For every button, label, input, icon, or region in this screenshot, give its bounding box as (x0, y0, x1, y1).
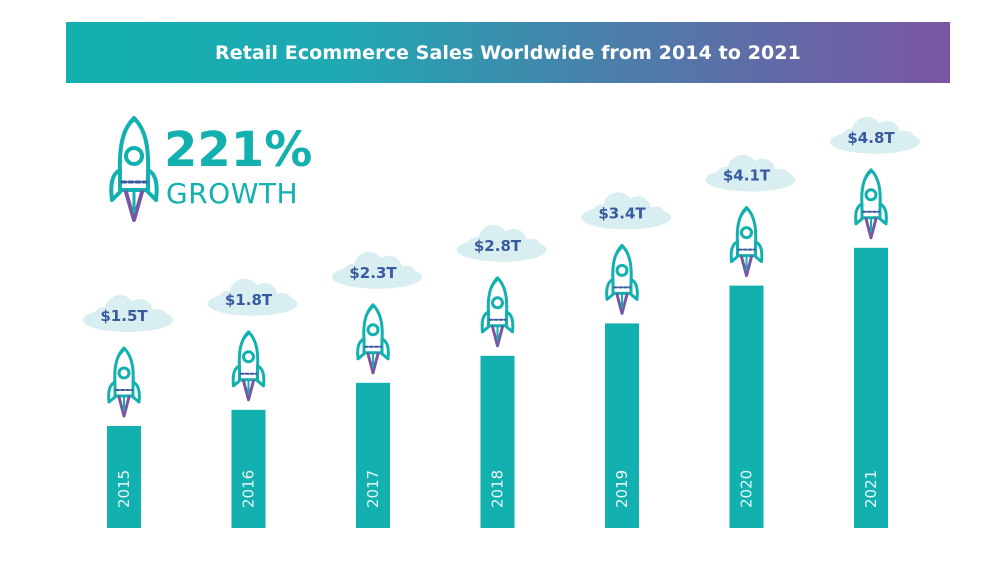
cloud-shape (705, 154, 796, 192)
rocket-icon (854, 168, 888, 240)
bar-2015 (107, 426, 141, 528)
cloud-shape (83, 295, 173, 332)
x-tick-label: 2016 (240, 470, 258, 508)
bar-2020 (729, 285, 764, 528)
data-label: $3.4T (598, 204, 646, 222)
rocket-icon (605, 243, 639, 315)
cloud-shape (207, 278, 298, 316)
x-tick-label: 2018 (489, 470, 507, 508)
growth-value: 221% (164, 122, 313, 178)
x-tick-label: 2020 (738, 470, 756, 508)
cloud-shape (830, 116, 920, 154)
chart-title: Retail Ecommerce Sales Worldwide from 20… (214, 41, 801, 64)
x-tick-label: 2017 (364, 470, 382, 508)
rocket-icon (109, 116, 159, 222)
data-label: $2.3T (349, 264, 397, 282)
bar-2017 (356, 382, 390, 528)
cloud-shape (332, 251, 422, 289)
bar-2019 (605, 323, 639, 528)
data-label: $2.8T (474, 237, 522, 255)
x-tick-label: 2021 (862, 470, 880, 508)
bar-2021 (854, 247, 888, 529)
rocket-icon (729, 206, 764, 278)
cloud-shape (456, 224, 547, 262)
data-label: $1.5T (100, 307, 148, 325)
rocket-icon (107, 346, 141, 418)
rocket-icon (231, 330, 266, 402)
x-tick-label: 2015 (115, 470, 133, 508)
growth-callout: 221% GROWTH (106, 112, 312, 228)
cloud-shape (581, 192, 671, 230)
x-tick-label: 2019 (613, 470, 631, 508)
rocket-icon (356, 303, 390, 375)
bar-2016 (231, 409, 266, 528)
title-banner: Retail Ecommerce Sales Worldwide from 20… (66, 22, 950, 83)
data-label: $4.8T (847, 129, 895, 147)
growth-label: GROWTH (166, 177, 299, 210)
bar-2018 (480, 355, 515, 528)
data-label: $1.8T (225, 291, 273, 309)
rocket-icon (480, 276, 515, 348)
data-label: $4.1T (723, 167, 771, 185)
